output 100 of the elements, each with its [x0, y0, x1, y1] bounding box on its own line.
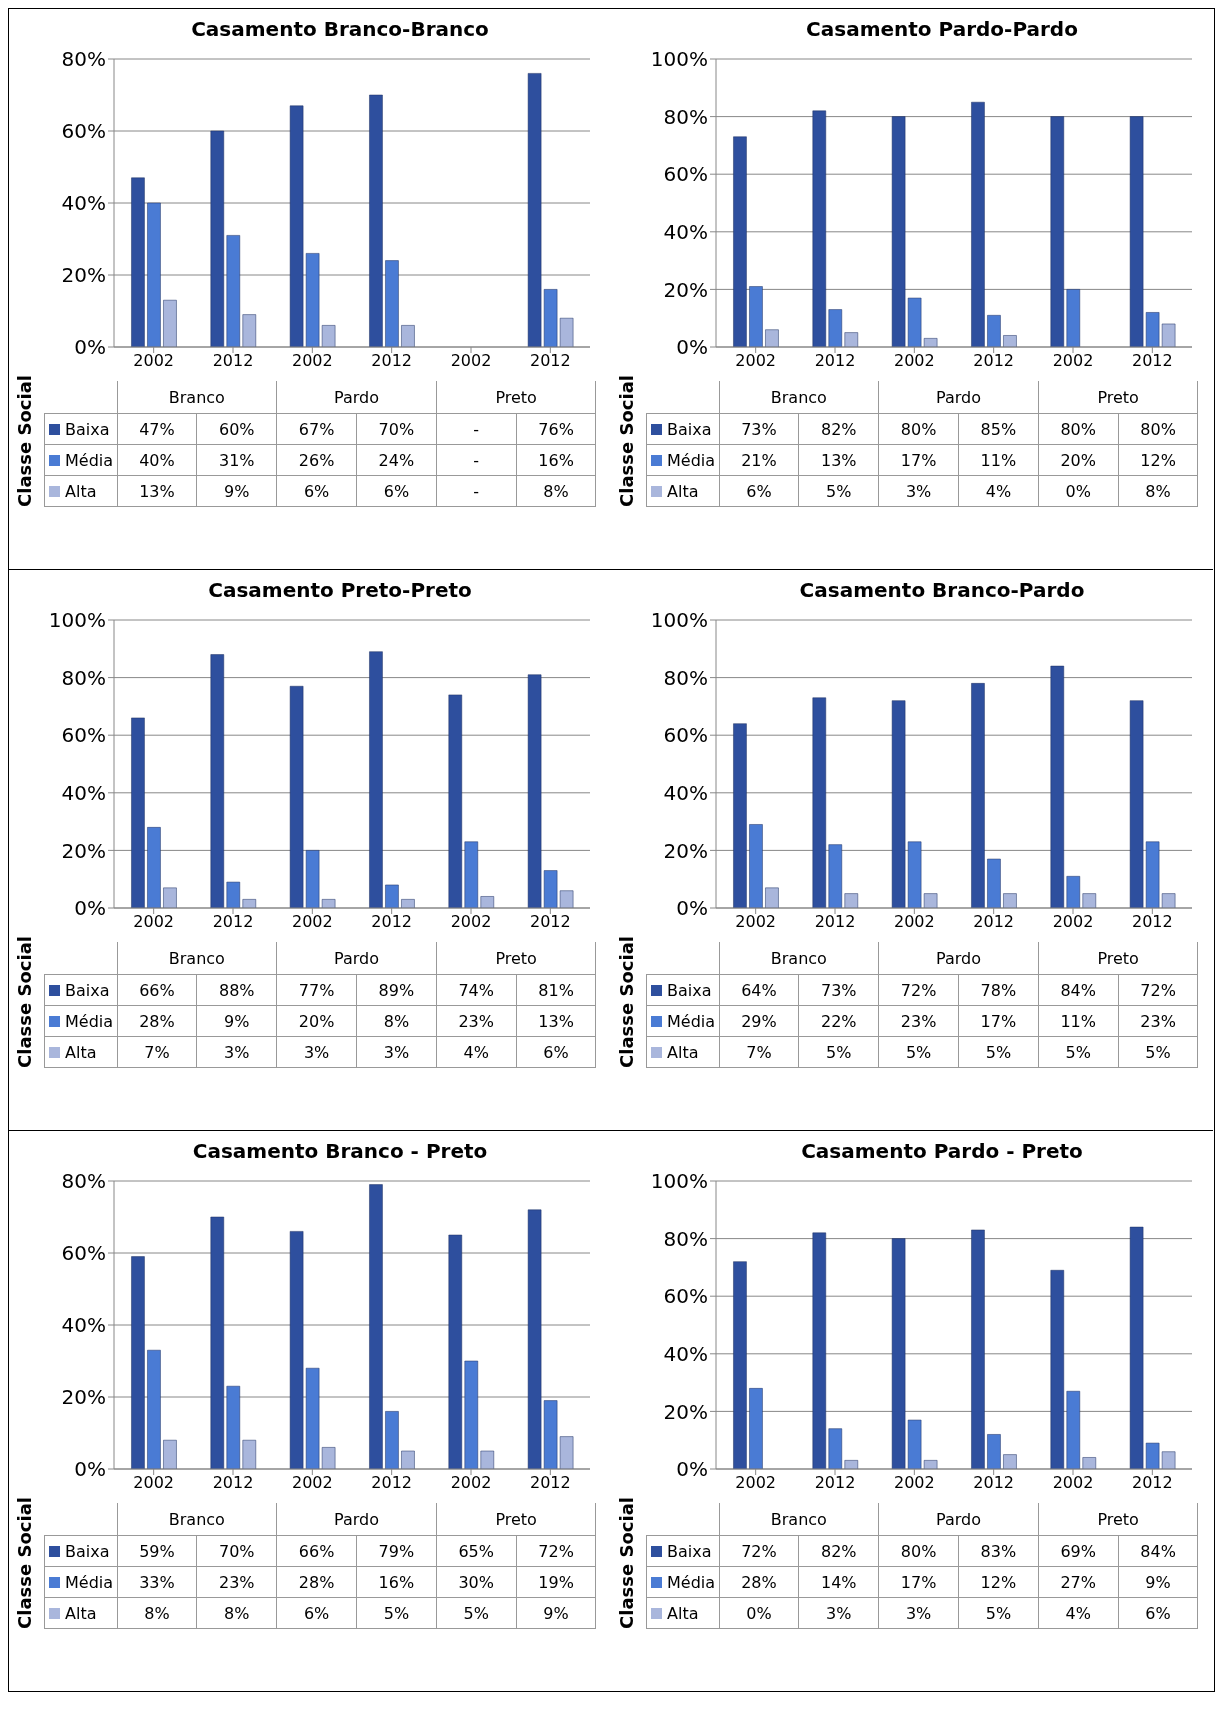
data-label: 7%	[117, 1036, 197, 1068]
data-label: 3%	[356, 1036, 437, 1068]
legend-label: Alta	[646, 475, 719, 507]
data-label: 4%	[436, 1036, 517, 1068]
x-tick-label: 2012	[212, 351, 254, 371]
text: Branco	[719, 381, 879, 414]
legend-label: Média	[44, 1005, 117, 1037]
y-tick-label: 20%	[61, 263, 106, 288]
data-label: 20%	[1038, 444, 1119, 476]
text: Branco	[117, 1503, 277, 1536]
y-tick-label: 100%	[650, 47, 708, 72]
data-label: 84%	[1118, 1535, 1198, 1567]
data-label: 5%	[798, 1036, 879, 1068]
text: Pardo	[276, 381, 437, 414]
data-label: 5%	[958, 1597, 1039, 1629]
data-label: 6%	[516, 1036, 596, 1068]
y-axis-title: Classe Social	[14, 936, 35, 1068]
y-tick-label: 0%	[74, 896, 106, 921]
y-axis-title: Classe Social	[14, 375, 35, 507]
data-label: 27%	[1038, 1566, 1119, 1598]
chart-title: Casamento Preto-Preto	[207, 577, 473, 604]
x-tick-label: 2012	[1131, 1473, 1173, 1493]
text: Pardo	[878, 1503, 1039, 1536]
data-label: 80%	[878, 413, 959, 445]
x-tick-label: 2012	[212, 1473, 254, 1493]
x-tick-label: 2002	[133, 912, 175, 932]
y-tick-label: 40%	[61, 1313, 106, 1338]
data-label: 65%	[436, 1535, 517, 1567]
data-label: 70%	[196, 1535, 277, 1567]
y-axis-title: Classe Social	[616, 375, 637, 507]
data-label: 16%	[516, 444, 596, 476]
y-tick-label: 20%	[61, 838, 106, 863]
x-tick-label: 2002	[1052, 1473, 1094, 1493]
y-tick-label: 100%	[650, 608, 708, 633]
chart-title: Casamento Branco - Preto	[191, 1138, 489, 1165]
data-label: 70%	[356, 413, 437, 445]
data-label: 8%	[356, 1005, 437, 1037]
x-tick-label: 2002	[133, 351, 175, 371]
data-label: 12%	[1118, 444, 1198, 476]
y-axis-title: Classe Social	[14, 1497, 35, 1629]
chart-title: Casamento Branco-Pardo	[798, 577, 1086, 604]
y-tick-label: 40%	[663, 1341, 708, 1366]
y-tick-label: 60%	[663, 162, 708, 187]
x-tick-label: 2012	[1131, 351, 1173, 371]
x-tick-label: 2002	[291, 351, 333, 371]
data-label: 23%	[196, 1566, 277, 1598]
legend-label: Média	[646, 1005, 719, 1037]
data-label: 73%	[719, 413, 799, 445]
data-label: 66%	[117, 974, 197, 1006]
data-label: 73%	[798, 974, 879, 1006]
data-label: 9%	[1118, 1566, 1198, 1598]
x-tick-label: 2002	[450, 351, 492, 371]
data-label: 74%	[436, 974, 517, 1006]
x-tick-label: 2012	[1131, 912, 1173, 932]
data-label: 4%	[1038, 1597, 1119, 1629]
data-label: 5%	[798, 475, 879, 507]
text: Preto	[1038, 381, 1198, 414]
y-tick-label: 20%	[61, 1385, 106, 1410]
data-label: 72%	[719, 1535, 799, 1567]
legend-label: Alta	[646, 1036, 719, 1068]
legend-label: Baixa	[646, 1535, 719, 1567]
y-tick-label: 60%	[61, 723, 106, 748]
data-label: 22%	[798, 1005, 879, 1037]
data-label: 3%	[878, 1597, 959, 1629]
y-tick-label: 60%	[61, 119, 106, 144]
legend-label: Média	[646, 1566, 719, 1598]
data-label: 5%	[1038, 1036, 1119, 1068]
data-label: 11%	[1038, 1005, 1119, 1037]
data-label: 80%	[1118, 413, 1198, 445]
data-label: 3%	[878, 475, 959, 507]
x-tick-label: 2002	[450, 1473, 492, 1493]
y-axis-title: Classe Social	[616, 1497, 637, 1629]
legend-label: Baixa	[44, 413, 117, 445]
data-label: 17%	[958, 1005, 1039, 1037]
legend-label: Alta	[646, 1597, 719, 1629]
data-label: 23%	[1118, 1005, 1198, 1037]
data-label: 83%	[958, 1535, 1039, 1567]
legend-label: Alta	[44, 1036, 117, 1068]
text: Preto	[436, 942, 596, 975]
y-tick-label: 40%	[61, 191, 106, 216]
data-label: 64%	[719, 974, 799, 1006]
y-tick-label: 80%	[61, 1169, 106, 1194]
data-label: 28%	[276, 1566, 357, 1598]
data-label: 11%	[958, 444, 1039, 476]
data-label: 3%	[196, 1036, 277, 1068]
chart-title: Casamento Branco-Branco	[190, 16, 490, 43]
x-tick-label: 2002	[735, 912, 777, 932]
legend-label: Média	[646, 444, 719, 476]
data-label: 0%	[719, 1597, 799, 1629]
data-label: 6%	[356, 475, 437, 507]
data-label: 13%	[798, 444, 879, 476]
text: Preto	[1038, 1503, 1198, 1536]
x-tick-label: 2002	[291, 912, 333, 932]
x-tick-label: 2012	[973, 1473, 1015, 1493]
text: Pardo	[878, 381, 1039, 414]
data-label: 4%	[958, 475, 1039, 507]
data-label: 28%	[117, 1005, 197, 1037]
x-tick-label: 2002	[893, 912, 935, 932]
data-label: 72%	[1118, 974, 1198, 1006]
data-label: 72%	[516, 1535, 596, 1567]
